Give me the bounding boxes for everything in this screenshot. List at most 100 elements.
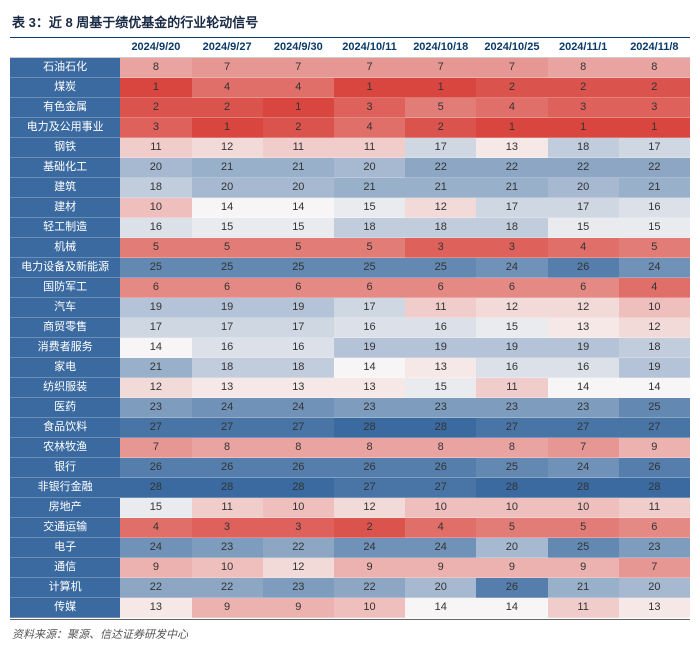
heatmap-cell: 22 bbox=[192, 578, 263, 598]
heatmap-cell: 13 bbox=[120, 598, 191, 618]
table-body: 石油石化87777788煤炭14411222有色金属22135433电力及公用事… bbox=[10, 58, 690, 618]
heatmap-cell: 10 bbox=[476, 498, 547, 518]
heatmap-cell: 5 bbox=[476, 518, 547, 538]
heatmap-cell: 20 bbox=[263, 178, 334, 198]
table-row: 电子2423222424202523 bbox=[10, 538, 690, 558]
row-label: 商贸零售 bbox=[10, 318, 120, 338]
heatmap-cell: 16 bbox=[548, 358, 619, 378]
row-label: 计算机 bbox=[10, 578, 120, 598]
heatmap-cell: 27 bbox=[263, 418, 334, 438]
heatmap-cell: 1 bbox=[120, 78, 191, 98]
heatmap-cell: 10 bbox=[120, 198, 191, 218]
heatmap-cell: 5 bbox=[548, 518, 619, 538]
heatmap-cell: 12 bbox=[120, 378, 191, 398]
heatmap-cell: 27 bbox=[192, 418, 263, 438]
heatmap-cell: 1 bbox=[334, 78, 405, 98]
row-label: 建材 bbox=[10, 198, 120, 218]
row-label: 基础化工 bbox=[10, 158, 120, 178]
heatmap-cell: 27 bbox=[120, 418, 191, 438]
heatmap-cell: 7 bbox=[476, 58, 547, 78]
heatmap-cell: 6 bbox=[263, 278, 334, 298]
heatmap-cell: 10 bbox=[192, 558, 263, 578]
column-header: 2024/11/1 bbox=[548, 38, 619, 58]
heatmap-cell: 28 bbox=[192, 478, 263, 498]
heatmap-cell: 18 bbox=[405, 218, 476, 238]
heatmap-cell: 11 bbox=[405, 298, 476, 318]
heatmap-cell: 26 bbox=[476, 578, 547, 598]
heatmap-cell: 13 bbox=[619, 598, 690, 618]
table-row: 传媒13991014141113 bbox=[10, 598, 690, 618]
heatmap-cell: 1 bbox=[548, 118, 619, 138]
heatmap-cell: 6 bbox=[619, 518, 690, 538]
heatmap-cell: 12 bbox=[334, 498, 405, 518]
heatmap-cell: 15 bbox=[476, 318, 547, 338]
heatmap-cell: 19 bbox=[548, 338, 619, 358]
heatmap-cell: 14 bbox=[548, 378, 619, 398]
heatmap-cell: 15 bbox=[405, 378, 476, 398]
heatmap-cell: 19 bbox=[263, 298, 334, 318]
table-row: 非银行金融2828282727282828 bbox=[10, 478, 690, 498]
heatmap-cell: 7 bbox=[548, 438, 619, 458]
table-row: 电力设备及新能源2525252525242624 bbox=[10, 258, 690, 278]
heatmap-cell: 3 bbox=[120, 118, 191, 138]
heatmap-cell: 8 bbox=[405, 438, 476, 458]
heatmap-cell: 3 bbox=[548, 98, 619, 118]
heatmap-cell: 17 bbox=[619, 138, 690, 158]
heatmap-cell: 15 bbox=[263, 218, 334, 238]
heatmap-cell: 27 bbox=[334, 478, 405, 498]
heatmap-cell: 18 bbox=[120, 178, 191, 198]
heatmap-cell: 5 bbox=[619, 238, 690, 258]
heatmap-cell: 4 bbox=[619, 278, 690, 298]
heatmap-cell: 22 bbox=[120, 578, 191, 598]
heatmap-cell: 12 bbox=[405, 198, 476, 218]
heatmap-cell: 14 bbox=[405, 598, 476, 618]
heatmap-cell: 21 bbox=[334, 178, 405, 198]
heatmap-cell: 23 bbox=[263, 578, 334, 598]
heatmap-cell: 2 bbox=[192, 98, 263, 118]
row-label: 钢铁 bbox=[10, 138, 120, 158]
row-label: 非银行金融 bbox=[10, 478, 120, 498]
heatmap-cell: 17 bbox=[405, 138, 476, 158]
table-row: 电力及公用事业31242111 bbox=[10, 118, 690, 138]
heatmap-cell: 3 bbox=[476, 238, 547, 258]
heatmap-cell: 8 bbox=[120, 58, 191, 78]
row-label: 国防军工 bbox=[10, 278, 120, 298]
source-note: 资料来源：聚源、信达证券研发中心 bbox=[10, 619, 690, 642]
heatmap-cell: 13 bbox=[548, 318, 619, 338]
heatmap-cell: 1 bbox=[476, 118, 547, 138]
heatmap-cell: 14 bbox=[120, 338, 191, 358]
heatmap-cell: 19 bbox=[405, 338, 476, 358]
heatmap-cell: 15 bbox=[548, 218, 619, 238]
table-row: 医药2324242323232325 bbox=[10, 398, 690, 418]
column-header: 2024/9/30 bbox=[263, 38, 334, 58]
heatmap-cell: 26 bbox=[263, 458, 334, 478]
row-label: 银行 bbox=[10, 458, 120, 478]
heatmap-cell: 3 bbox=[619, 98, 690, 118]
heatmap-cell: 3 bbox=[263, 518, 334, 538]
heatmap-cell: 26 bbox=[192, 458, 263, 478]
heatmap-cell: 4 bbox=[192, 78, 263, 98]
heatmap-cell: 4 bbox=[263, 78, 334, 98]
heatmap-cell: 18 bbox=[548, 138, 619, 158]
table-row: 机械55553345 bbox=[10, 238, 690, 258]
table-row: 煤炭14411222 bbox=[10, 78, 690, 98]
heatmap-cell: 7 bbox=[120, 438, 191, 458]
heatmap-cell: 14 bbox=[263, 198, 334, 218]
heatmap-cell: 1 bbox=[619, 118, 690, 138]
heatmap-cell: 11 bbox=[263, 138, 334, 158]
heatmap-cell: 23 bbox=[120, 398, 191, 418]
heatmap-cell: 27 bbox=[405, 478, 476, 498]
heatmap-cell: 3 bbox=[405, 238, 476, 258]
heatmap-cell: 2 bbox=[405, 118, 476, 138]
heatmap-cell: 26 bbox=[619, 458, 690, 478]
heatmap-cell: 10 bbox=[334, 598, 405, 618]
heatmap-cell: 2 bbox=[334, 518, 405, 538]
heatmap-cell: 6 bbox=[120, 278, 191, 298]
heatmap-cell: 19 bbox=[192, 298, 263, 318]
heatmap-cell: 11 bbox=[476, 378, 547, 398]
heatmap-cell: 21 bbox=[619, 178, 690, 198]
heatmap-cell: 2 bbox=[263, 118, 334, 138]
column-header: 2024/9/20 bbox=[120, 38, 191, 58]
row-label: 食品饮料 bbox=[10, 418, 120, 438]
heatmap-cell: 18 bbox=[192, 358, 263, 378]
